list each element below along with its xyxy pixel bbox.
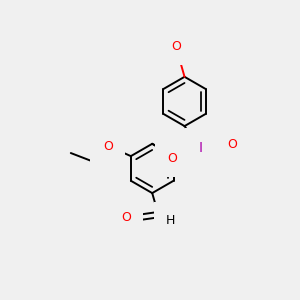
Text: O: O <box>171 40 181 52</box>
Text: H: H <box>166 214 175 227</box>
Text: O: O <box>121 211 131 224</box>
Text: O: O <box>103 140 113 153</box>
Text: I: I <box>199 141 203 155</box>
Text: O: O <box>167 152 177 165</box>
Text: O: O <box>227 138 237 151</box>
